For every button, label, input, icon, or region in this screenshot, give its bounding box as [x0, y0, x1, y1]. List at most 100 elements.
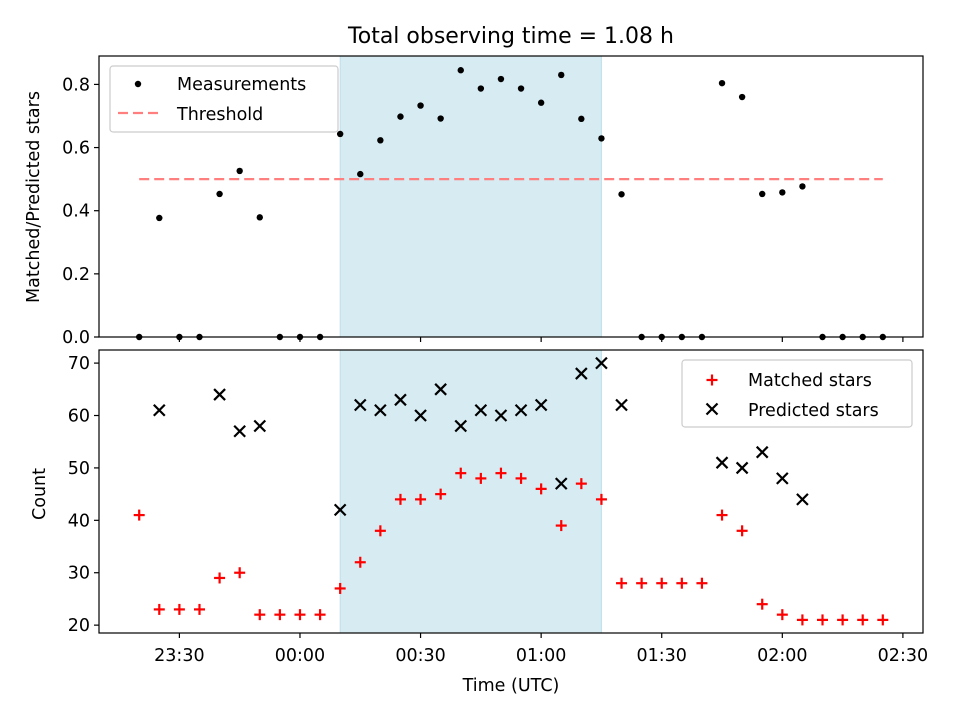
x-marker-b — [615, 398, 628, 412]
matched-stars-point — [796, 614, 808, 626]
matched-stars-point — [756, 598, 768, 610]
ratio-panel: Total observing time = 1.08 h 0.00.20.40… — [24, 24, 924, 348]
x-marker-b — [153, 403, 166, 417]
x-marker-b — [796, 493, 809, 506]
measurement-point — [799, 183, 806, 190]
matched-stars-point — [193, 603, 205, 615]
x-marker-b — [394, 393, 407, 407]
measurement-point — [417, 102, 424, 109]
y-tick-label: 0.6 — [62, 139, 90, 159]
predicted-stars-point — [554, 477, 568, 490]
legend-label: Predicted stars — [748, 401, 879, 421]
y-tick-label: 20 — [68, 616, 90, 636]
x-marker-b — [776, 472, 789, 485]
measurement-point — [779, 189, 786, 196]
matched-stars-point — [696, 577, 708, 589]
matched-stars-point — [837, 614, 849, 626]
matched-stars-point — [455, 467, 467, 479]
y-tick-label: 40 — [68, 511, 90, 531]
matched-stars-point — [555, 520, 567, 532]
ratio-plot-area: 0.0 0.2 0.4 0.6 0.8 Measurements Threshold — [62, 55, 924, 348]
measurement-point — [718, 79, 726, 87]
matched-stars-point — [133, 509, 145, 521]
measurement-point — [477, 85, 485, 92]
matched-stars-point — [535, 483, 547, 495]
x-tick-label: 23:30 — [154, 646, 204, 666]
matched-stars-point — [374, 525, 386, 537]
count-panel: 20 30 40 50 60 70 23:30 00:00 00:30 01:00 01:30 02:… — [30, 349, 928, 696]
measurement-point — [457, 67, 464, 74]
x-marker-b — [374, 403, 387, 417]
predicted-stars-point — [776, 472, 789, 485]
observing-window-band — [339, 349, 602, 634]
measurement-point — [517, 85, 525, 92]
chart-title: Total observing time = 1.08 h — [347, 24, 674, 49]
matched-stars-point — [817, 614, 829, 626]
x-marker-b — [514, 403, 528, 417]
predicted-stars-point — [474, 403, 488, 417]
measurement-point — [256, 214, 263, 221]
matched-stars-point — [314, 609, 326, 621]
y-tick-label: 0.0 — [62, 328, 90, 348]
matched-stars-point — [214, 572, 226, 584]
matched-stars-point — [515, 472, 527, 484]
x-tick-label: 02:00 — [757, 646, 807, 666]
predicted-stars-point — [353, 398, 367, 412]
observing-window-band — [339, 55, 602, 338]
matched-stars-point — [656, 577, 668, 589]
measurement-point — [578, 115, 585, 123]
x-marker-b — [333, 503, 347, 517]
measurement-point — [618, 191, 625, 198]
measurement-point — [558, 71, 565, 79]
x-tick-label: 01:30 — [637, 646, 687, 666]
predicted-stars-point — [454, 419, 468, 433]
measurement-point — [738, 93, 746, 101]
x-marker-b — [715, 456, 729, 469]
x-marker-b — [253, 419, 267, 433]
matched-stars-point — [334, 582, 346, 594]
matched-stars-point — [234, 567, 246, 579]
legend-predicted-swatch — [705, 402, 719, 416]
predicted-stars-point — [333, 503, 347, 517]
x-tick-label: 01:00 — [516, 646, 566, 666]
matched-stars-point — [716, 509, 728, 521]
x-marker-b — [454, 419, 468, 433]
y-tick-label: 0.8 — [62, 75, 90, 95]
matched-stars-point — [877, 614, 889, 626]
measurement-point — [437, 115, 444, 122]
predicted-stars-point — [374, 403, 387, 417]
measurement-point — [236, 167, 243, 175]
predicted-stars-point — [575, 367, 588, 380]
predicted-stars-point — [213, 388, 226, 401]
matched-stars-point — [475, 472, 487, 484]
x-marker-b — [554, 477, 568, 490]
measurement-point — [598, 135, 605, 142]
legend-box — [681, 359, 913, 428]
predicted-stars-point — [534, 398, 548, 412]
predicted-stars-point — [715, 456, 729, 469]
legend-label: Measurements — [177, 75, 306, 95]
matched-stars-point — [435, 488, 447, 500]
x-marker-b — [494, 409, 508, 422]
measurement-point — [397, 113, 404, 120]
measurement-point — [357, 170, 364, 178]
matched-stars-point — [616, 577, 628, 589]
predicted-stars-point — [414, 409, 427, 422]
matched-stars-point — [153, 603, 165, 615]
x-marker-b — [735, 461, 749, 475]
matched-stars-point — [595, 493, 607, 505]
predicted-stars-point — [615, 398, 628, 412]
predicted-stars-point — [595, 356, 608, 370]
predicted-stars-point — [434, 383, 447, 396]
y-axis-label: Count — [30, 468, 50, 520]
axes-frame — [98, 55, 924, 338]
predicted-stars-point — [514, 403, 528, 417]
matched-stars-point — [575, 478, 587, 490]
measurement-point — [216, 190, 223, 198]
predicted-stars-point — [796, 493, 809, 506]
legend-box — [109, 65, 339, 133]
x-marker-b — [213, 388, 226, 401]
matched-stars-point — [495, 467, 507, 479]
measurement-point — [497, 75, 505, 83]
predicted-stars-point — [494, 409, 508, 422]
